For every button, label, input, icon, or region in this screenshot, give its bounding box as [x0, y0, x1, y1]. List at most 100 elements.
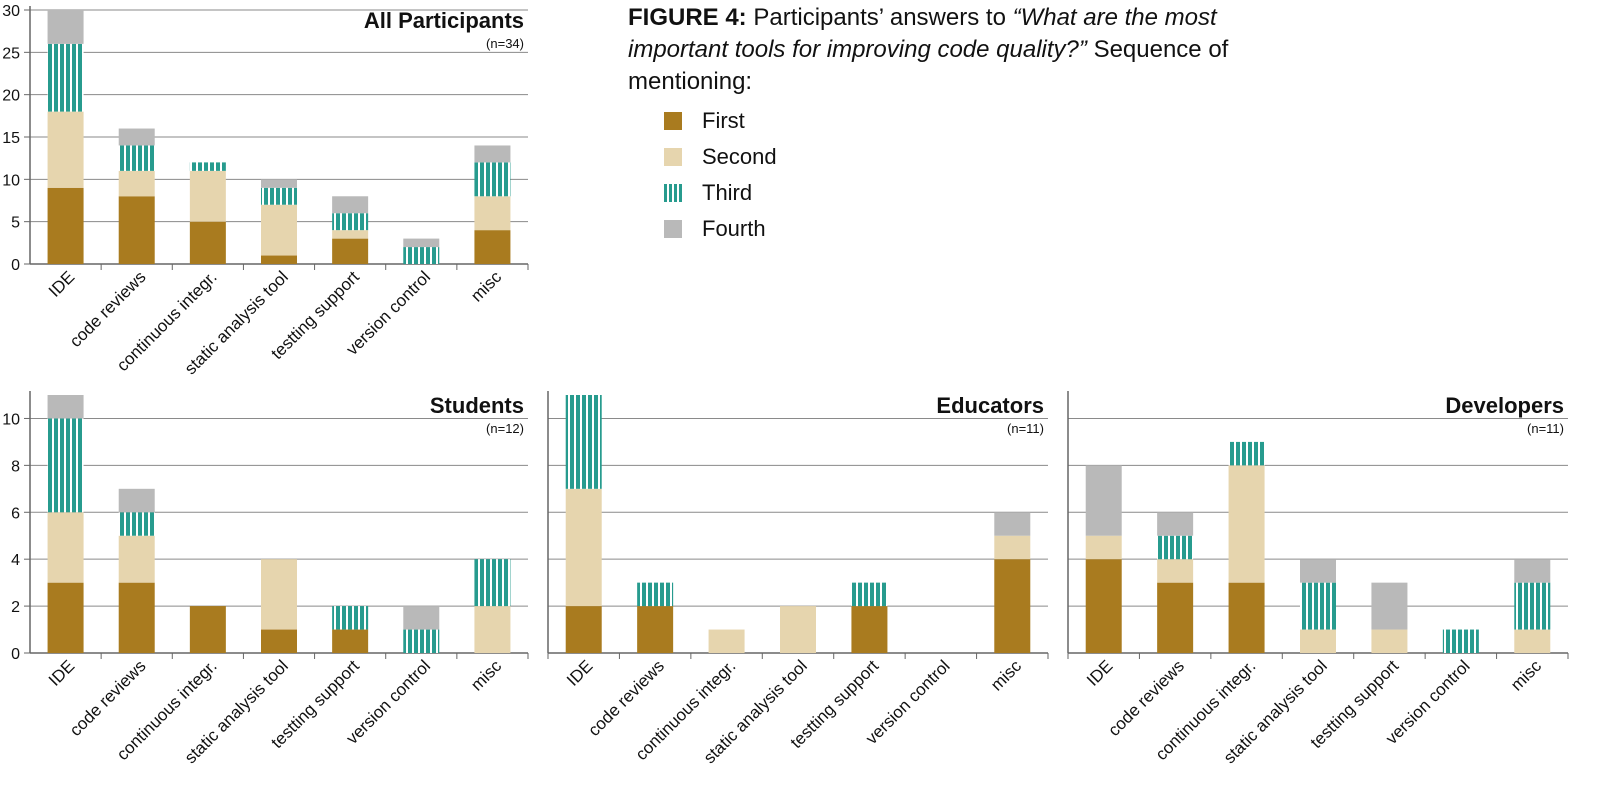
- y-tick-label: 10: [2, 411, 20, 428]
- x-tick-label: misc: [987, 656, 1025, 694]
- bar-developers-testting-support-second: [1371, 629, 1408, 653]
- y-tick-label: 15: [2, 130, 20, 147]
- x-tick-label: misc: [1507, 656, 1545, 694]
- bar-educators-misc-second: [994, 535, 1031, 560]
- bar-educators-testting-support-third: [851, 582, 888, 607]
- bar-students-misc-second: [474, 606, 511, 653]
- bar-developers-code-reviews-second: [1157, 559, 1194, 583]
- bar-students-version-control-third: [403, 629, 440, 653]
- bar-all-participants-continuous-integr-second: [189, 170, 226, 222]
- bar-all-participants-version-control-fourth: [403, 238, 440, 248]
- caption-text-before: Participants’ answers to: [753, 4, 1006, 31]
- bar-educators-ide-first: [565, 606, 602, 653]
- chart-subtitle: (n=34): [486, 36, 524, 51]
- bar-developers-misc-third: [1514, 582, 1551, 630]
- bar-educators-ide-third: [565, 395, 602, 489]
- y-tick-label: 2: [11, 599, 20, 616]
- bar-students-code-reviews-fourth: [118, 488, 155, 513]
- bar-all-participants-code-reviews-second: [118, 170, 155, 197]
- bar-educators-testting-support-first: [851, 606, 888, 653]
- x-tick-label: IDE: [45, 267, 78, 300]
- bar-educators-code-reviews-first: [637, 606, 674, 653]
- chart-subtitle: (n=12): [486, 421, 524, 436]
- bar-educators-ide-second: [565, 488, 602, 607]
- bar-developers-testting-support-fourth: [1371, 582, 1408, 630]
- bar-developers-misc-second: [1514, 629, 1551, 653]
- y-tick-label: 25: [2, 45, 20, 62]
- bar-all-participants-code-reviews-first: [118, 196, 155, 264]
- bar-all-participants-misc-third: [474, 162, 511, 197]
- bar-all-participants-ide-fourth: [47, 10, 84, 44]
- chart-subtitle: (n=11): [1527, 421, 1564, 436]
- x-tick-label: IDE: [45, 656, 78, 689]
- bar-all-participants-code-reviews-third: [118, 145, 155, 171]
- y-tick-label: 8: [11, 458, 20, 475]
- bar-students-static-analysis-tool-first: [261, 629, 297, 653]
- bar-all-participants-misc-second: [474, 196, 511, 231]
- y-tick-label: 0: [11, 257, 20, 274]
- legend-swatch-first: [664, 112, 682, 130]
- bar-students-misc-third: [474, 559, 511, 607]
- bar-developers-code-reviews-first: [1157, 582, 1194, 653]
- bar-students-testting-support-first: [332, 629, 369, 653]
- bar-developers-version-control-third: [1442, 629, 1479, 653]
- y-tick-label: 20: [2, 88, 20, 105]
- bar-all-participants-ide-first: [47, 187, 84, 264]
- bar-educators-code-reviews-third: [637, 582, 674, 607]
- figure-caption: FIGURE 4: Participants’ answers to “What…: [628, 2, 1308, 98]
- bar-students-code-reviews-second: [118, 535, 155, 583]
- bar-students-testting-support-third: [332, 606, 369, 630]
- y-tick-label: 6: [11, 505, 20, 522]
- bar-educators-misc-fourth: [994, 512, 1031, 536]
- bar-all-participants-static-analysis-tool-fourth: [261, 179, 297, 188]
- bar-developers-static-analysis-tool-second: [1300, 629, 1336, 653]
- bar-all-participants-ide-third: [47, 43, 84, 112]
- bar-students-version-control-fourth: [403, 606, 440, 630]
- bar-developers-ide-second: [1085, 535, 1122, 560]
- bar-all-participants-testting-support-first: [332, 238, 369, 264]
- chart-subtitle: (n=11): [1007, 421, 1044, 436]
- bar-developers-code-reviews-fourth: [1157, 512, 1194, 536]
- bar-developers-continuous-integr-third: [1228, 441, 1265, 466]
- bar-developers-ide-fourth: [1085, 465, 1122, 536]
- bar-students-ide-second: [47, 512, 84, 583]
- chart-title: Students: [430, 393, 524, 418]
- bar-all-participants-ide-second: [47, 111, 84, 188]
- chart-title: All Participants: [364, 8, 524, 33]
- bar-developers-misc-fourth: [1514, 559, 1551, 583]
- x-tick-label: misc: [467, 267, 505, 305]
- y-tick-label: 30: [2, 3, 20, 20]
- bar-all-participants-continuous-integr-first: [189, 221, 226, 264]
- legend-label-first: First: [702, 108, 745, 133]
- bar-developers-static-analysis-tool-third: [1300, 582, 1336, 630]
- bar-all-participants-code-reviews-fourth: [118, 128, 155, 146]
- bar-all-participants-static-analysis-tool-second: [261, 204, 297, 256]
- bar-all-participants-misc-first: [474, 230, 511, 264]
- bar-students-ide-third: [47, 418, 84, 513]
- y-tick-label: 0: [11, 646, 20, 663]
- y-tick-label: 4: [11, 552, 20, 569]
- legend-label-second: Second: [702, 144, 777, 169]
- bar-students-code-reviews-third: [118, 512, 155, 536]
- figure-label: FIGURE 4:: [628, 4, 747, 31]
- bar-students-static-analysis-tool-second: [261, 559, 297, 630]
- legend-swatch-second: [664, 148, 682, 166]
- bar-students-continuous-integr-first: [189, 606, 226, 653]
- bar-all-participants-testting-support-fourth: [332, 196, 369, 214]
- legend-swatch-fourth: [664, 220, 682, 238]
- bar-all-participants-misc-fourth: [474, 145, 511, 163]
- bar-developers-continuous-integr-first: [1228, 582, 1265, 653]
- bar-all-participants-testting-support-third: [332, 213, 369, 231]
- bar-developers-static-analysis-tool-fourth: [1300, 559, 1336, 583]
- legend-swatch-third: [664, 184, 682, 202]
- x-tick-label: IDE: [563, 656, 596, 689]
- chart-title: Educators: [936, 393, 1044, 418]
- bar-students-code-reviews-first: [118, 582, 155, 653]
- y-tick-label: 5: [11, 215, 20, 232]
- bar-students-ide-first: [47, 582, 84, 653]
